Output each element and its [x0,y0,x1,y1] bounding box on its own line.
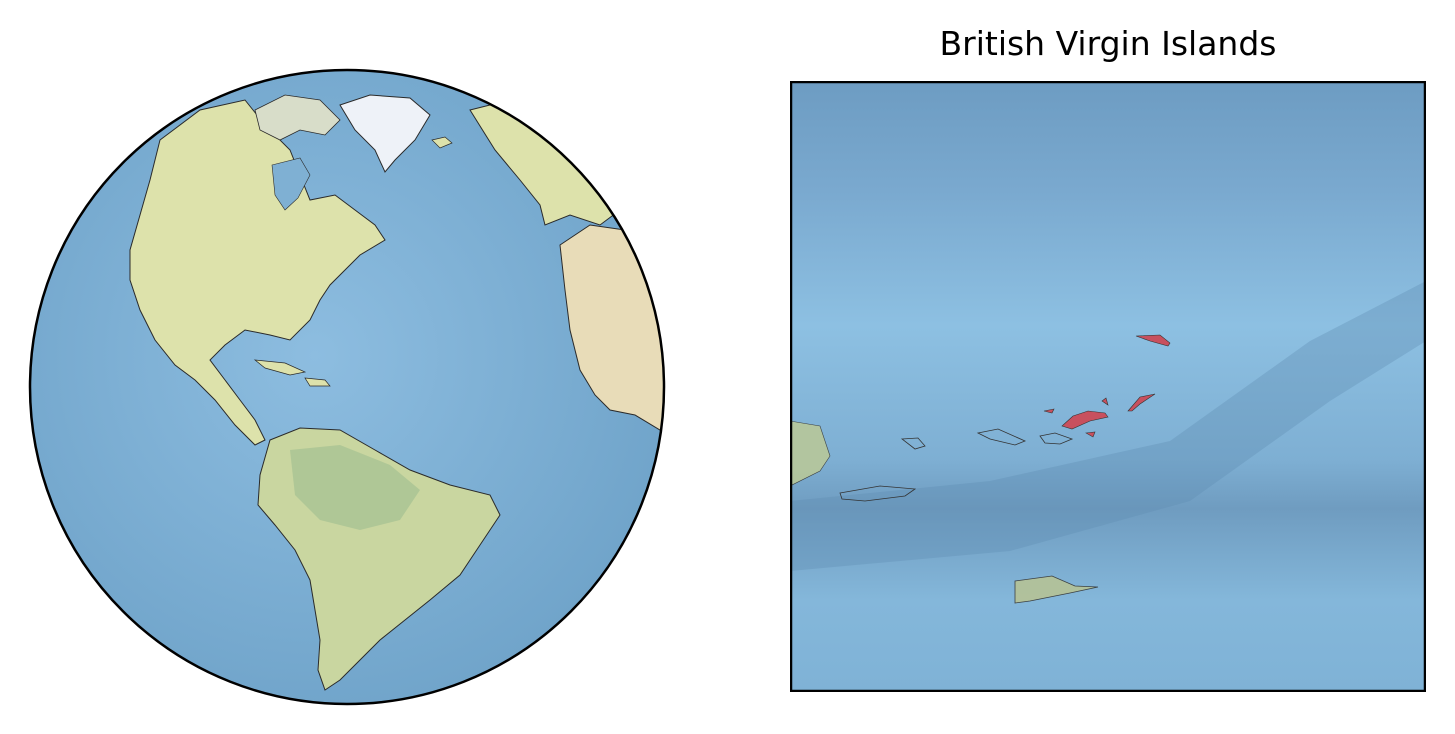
st-thomas-island [976,428,1027,446]
inset-frame [790,81,1426,692]
trench-band [790,281,1426,571]
bvi-anegada [1135,334,1171,347]
bvi-jost-van-dyke [1043,408,1055,414]
vieques-island [839,485,917,502]
bvi-tortola [1061,410,1109,430]
hudson-bay [271,157,311,211]
caribbean-islands [253,359,331,387]
st-croix-island [1014,575,1099,604]
bvi-peter-island [1085,431,1096,438]
inset-ocean [790,81,1426,692]
culebra-island [900,437,926,450]
puerto-rico-edge [790,420,831,487]
north-america-landmass [129,99,386,446]
arctic-islands [254,94,341,141]
amazon-region [290,445,420,530]
bvi-virgin-gorda [1127,393,1156,412]
greenland-landmass [339,94,431,173]
iceland [431,136,453,149]
globe-map [28,68,666,706]
globe-outline [28,68,666,706]
st-john-island [1039,432,1074,445]
inset-map-title: British Virgin Islands [939,24,1277,63]
bvi-small-island [1101,397,1109,406]
inset-map [790,81,1426,692]
